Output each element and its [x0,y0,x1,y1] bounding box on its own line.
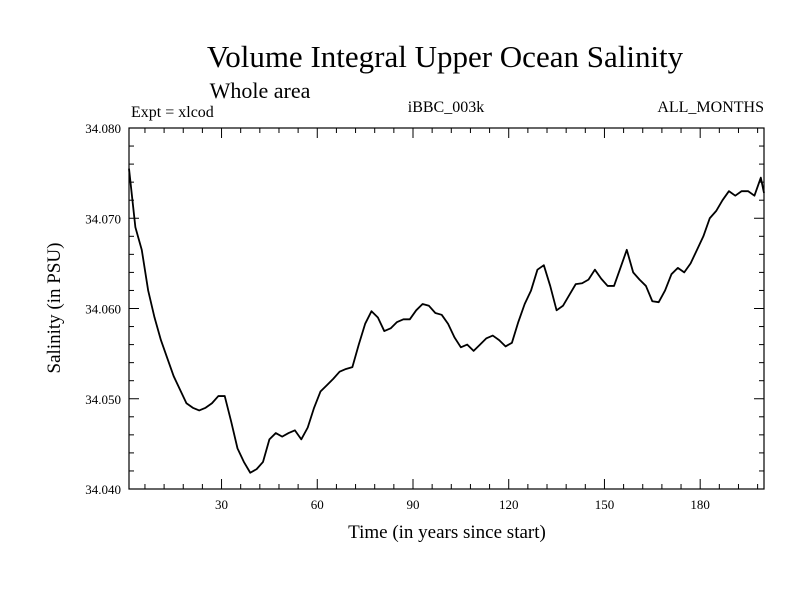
y-tick-label: 34.060 [85,302,121,317]
y-tick-label: 34.040 [85,482,121,497]
chart-subtitle: Whole area [210,78,311,103]
x-tick-label: 150 [595,497,615,512]
y-tick-label: 34.080 [85,121,121,136]
run-label: iBBC_003k [408,99,484,116]
ticks-layer [129,127,764,490]
x-tick-label: 180 [690,497,710,512]
tick-labels-layer: 30 60 90 120 150 180 34.040 34.050 34.060 34.070 3… [85,121,710,512]
y-tick-label: 34.070 [85,211,121,226]
x-tick-label: 90 [406,497,419,512]
y-tick-label: 34.050 [85,392,121,407]
plot-frame [128,127,765,490]
x-tick-label: 30 [215,497,228,512]
series-line-salinity [128,168,765,474]
y-axis-label: Salinity (in PSU) [44,243,65,374]
period-label: ALL_MONTHS [657,99,764,116]
x-tick-label: 60 [311,497,324,512]
chart-title: Volume Integral Upper Ocean Salinity [207,39,684,74]
x-axis-label: Time (in years since start) [348,522,546,543]
expt-label: Expt = xlcod [131,104,214,121]
x-tick-label: 120 [499,497,519,512]
